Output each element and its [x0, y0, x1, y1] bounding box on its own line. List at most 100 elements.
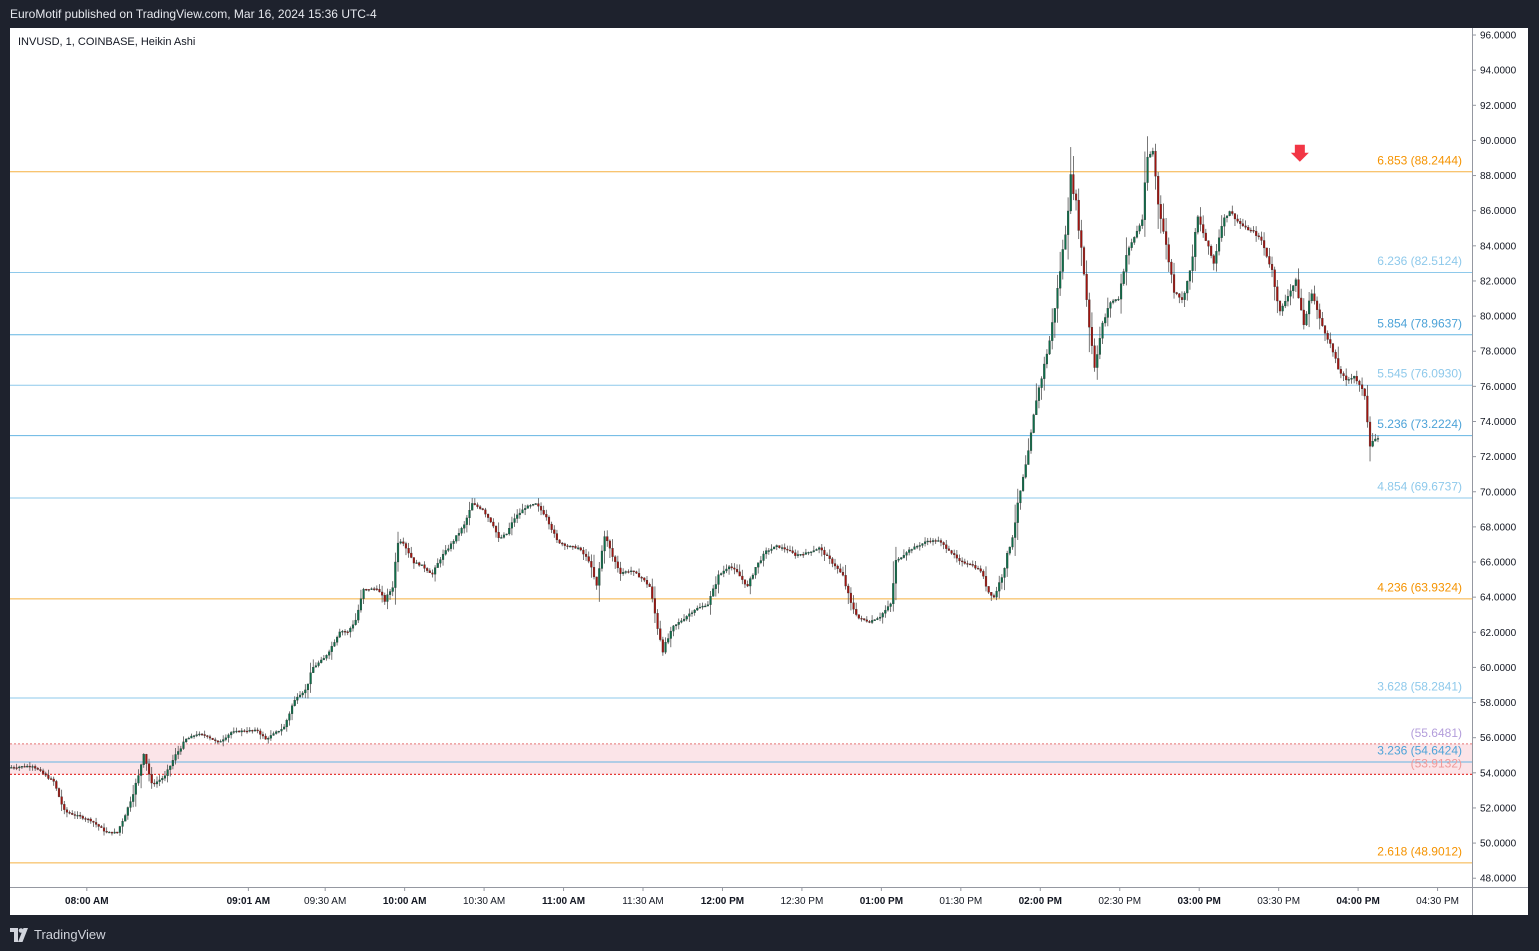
- candle: [336, 636, 339, 643]
- candle: [1270, 263, 1274, 270]
- candle: [1281, 305, 1284, 312]
- chart-frame[interactable]: 6.853 (88.2444) 6.236 (82.5124) 5.854 (78.…: [10, 28, 1528, 915]
- candle: [1074, 193, 1078, 201]
- candle: [320, 659, 323, 663]
- candle: [473, 503, 476, 505]
- candle: [532, 504, 535, 506]
- candle: [346, 631, 349, 633]
- candle: [489, 517, 492, 523]
- candle: [1302, 309, 1305, 326]
- candle: [1043, 363, 1046, 379]
- time-tick-label: 01:30 PM: [939, 896, 982, 907]
- candle: [693, 609, 696, 613]
- candle: [524, 508, 527, 510]
- candle: [1321, 318, 1324, 326]
- candle: [1220, 226, 1223, 238]
- candle: [200, 733, 204, 736]
- candle: [1172, 274, 1176, 293]
- candle: [815, 549, 818, 551]
- candle: [494, 525, 498, 533]
- candle: [958, 558, 961, 562]
- candle: [892, 583, 895, 605]
- candle: [285, 720, 288, 728]
- price-tick-label: 66.0000: [1480, 558, 1517, 569]
- candle: [730, 566, 733, 569]
- candle: [712, 588, 715, 597]
- candle: [222, 739, 225, 742]
- candle: [876, 618, 879, 620]
- candle: [132, 794, 135, 802]
- candle: [1355, 376, 1358, 382]
- candle: [539, 506, 543, 511]
- price-tick-label: 48.0000: [1480, 874, 1517, 885]
- candle: [1231, 211, 1234, 214]
- candle: [696, 607, 699, 611]
- candle: [600, 550, 604, 569]
- candle: [126, 807, 129, 816]
- candle: [1289, 290, 1292, 297]
- candle: [860, 618, 863, 620]
- candle: [1090, 327, 1094, 346]
- candle: [245, 730, 249, 733]
- candle: [969, 563, 972, 566]
- candle: [836, 565, 839, 569]
- candle: [179, 748, 182, 752]
- candle: [688, 613, 691, 617]
- time-tick-label: 10:00 AM: [383, 896, 427, 907]
- candle: [632, 570, 635, 573]
- candle: [1339, 368, 1342, 374]
- candle: [402, 541, 405, 544]
- candle: [720, 573, 723, 575]
- candle: [73, 814, 76, 816]
- candle: [47, 774, 50, 779]
- fib-level-label: 5.545 (76.0930): [1377, 367, 1462, 381]
- candle: [28, 765, 31, 768]
- candle: [1194, 231, 1197, 257]
- price-tick-label: 62.0000: [1480, 628, 1517, 639]
- candle: [799, 554, 802, 556]
- candle: [441, 554, 445, 560]
- candle: [171, 760, 174, 767]
- time-tick-label: 11:30 AM: [622, 896, 664, 907]
- chart-canvas[interactable]: 6.853 (88.2444) 6.236 (82.5124) 5.854 (78.…: [10, 28, 1528, 915]
- candle: [1154, 150, 1157, 177]
- candle: [1104, 317, 1107, 324]
- candle: [526, 505, 529, 509]
- candle: [1101, 322, 1104, 339]
- brand[interactable]: TradingView: [10, 927, 106, 942]
- fib-level-label: 3.236 (54.6424): [1377, 744, 1462, 758]
- candle: [1143, 182, 1146, 220]
- candle: [974, 565, 977, 569]
- time-tick-label: 04:30 PM: [1416, 896, 1459, 907]
- candle: [388, 591, 392, 595]
- candle: [34, 766, 37, 769]
- candle: [841, 571, 845, 576]
- candle: [653, 598, 656, 614]
- price-tick-label: 92.0000: [1480, 101, 1517, 112]
- candle: [296, 696, 299, 701]
- candle: [1122, 271, 1125, 284]
- candle: [1337, 358, 1340, 370]
- candle: [823, 549, 826, 555]
- candle: [637, 573, 641, 578]
- candle: [158, 779, 161, 782]
- candle: [592, 567, 596, 578]
- candle: [1286, 296, 1290, 302]
- candle: [264, 735, 267, 740]
- candle: [12, 767, 16, 769]
- candle: [812, 550, 815, 552]
- fib-level-label: 2.618 (48.9012): [1377, 844, 1462, 858]
- candle: [542, 510, 545, 515]
- candle: [1244, 225, 1247, 228]
- candle: [63, 804, 66, 810]
- candle: [105, 831, 108, 833]
- candle: [518, 512, 521, 516]
- price-tick-label: 84.0000: [1480, 241, 1517, 252]
- candle: [343, 631, 347, 633]
- candle: [211, 737, 214, 740]
- candle: [871, 620, 874, 623]
- candle: [1326, 333, 1329, 340]
- candle: [1239, 221, 1242, 224]
- candle: [415, 562, 418, 564]
- candle: [757, 562, 760, 568]
